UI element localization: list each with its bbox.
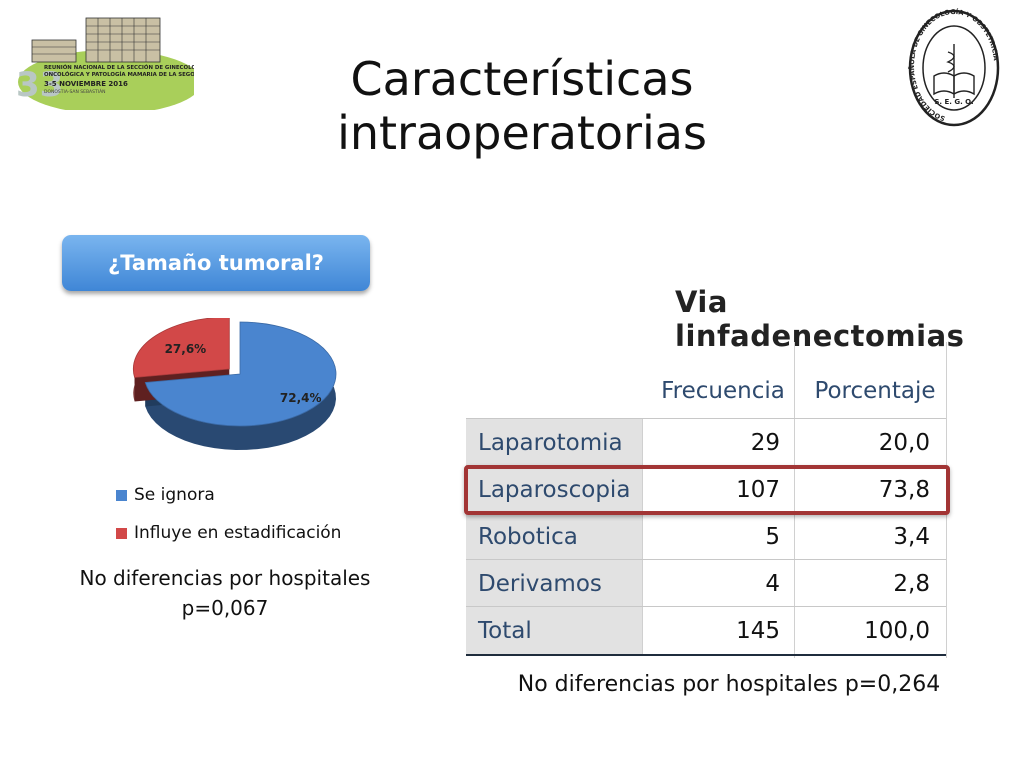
book-caduceus-icon xyxy=(933,44,975,98)
header-porcentaje: Porcentaje xyxy=(814,378,936,404)
title-line-1: Características xyxy=(350,52,694,106)
pie-slice-influye xyxy=(132,318,230,378)
conference-number: 33 xyxy=(16,65,63,105)
row-frecuencia: 107 xyxy=(642,466,794,513)
row-porcentaje: 20,0 xyxy=(794,419,946,466)
table-row: Laparotomia 29 20,0 xyxy=(466,418,946,466)
row-label: Robotica xyxy=(466,513,642,560)
slide-title: Características intraoperatorias xyxy=(250,52,794,160)
pie-data-label: 72,4% xyxy=(280,391,322,405)
table-row: Laparoscopia 107 73,8 xyxy=(466,465,946,513)
svg-text:REUNIÓN NACIONAL DE LA SECCIÓN: REUNIÓN NACIONAL DE LA SECCIÓN DE GINECO… xyxy=(44,63,194,71)
svg-text:ONCOLÓGICA Y PATOLOGÍA MAMARIA: ONCOLÓGICA Y PATOLOGÍA MAMARIA DE LA SEG… xyxy=(44,70,194,78)
title-line-2: intraoperatorias xyxy=(337,106,707,160)
question-banner: ¿Tamaño tumoral? xyxy=(62,235,370,291)
conference-logo: 33 REUNIÓN NACIONAL DE LA SECCIÓN DE GIN… xyxy=(14,14,207,114)
table-row: Total 145 100,0 xyxy=(466,606,946,654)
conference-logo-graphic: 33 REUNIÓN NACIONAL DE LA SECCIÓN DE GIN… xyxy=(16,17,207,114)
svg-text:DONOSTIA-SAN SEBASTIÁN: DONOSTIA-SAN SEBASTIÁN xyxy=(44,88,106,95)
row-label: Total xyxy=(466,607,642,654)
row-frecuencia: 29 xyxy=(642,419,794,466)
row-frecuencia: 4 xyxy=(642,560,794,607)
table-row: Derivamos 4 2,8 xyxy=(466,559,946,607)
table-header: Frecuencia Porcentaje xyxy=(466,342,946,418)
highlight-box xyxy=(464,465,950,515)
table-bottom-rule xyxy=(466,654,946,656)
row-label: Laparotomia xyxy=(466,419,642,466)
row-porcentaje: 100,0 xyxy=(794,607,946,654)
table-row: Robotica 5 3,4 xyxy=(466,512,946,560)
row-porcentaje: 3,4 xyxy=(794,513,946,560)
pie-legend: Se ignora Influye en estadificación xyxy=(116,476,341,552)
row-porcentaje: 73,8 xyxy=(794,466,946,513)
pie-slice-se-ignora xyxy=(144,321,337,427)
legend-label: Se ignora xyxy=(134,485,215,505)
pie-chart: 72,4% 27,6% xyxy=(132,318,337,450)
pie-note-line-2: p=0,067 xyxy=(181,596,269,620)
legend-label: Influye en estadificación xyxy=(134,523,342,543)
seal-abbreviation: S. E. G. O. xyxy=(934,98,973,106)
row-label: Derivamos xyxy=(466,560,642,607)
row-frecuencia: 5 xyxy=(642,513,794,560)
row-porcentaje: 2,8 xyxy=(794,560,946,607)
pie-note-line-1: No diferencias por hospitales xyxy=(79,566,371,590)
table-note: No diferencias por hospitales p=0,264 xyxy=(517,672,941,697)
pie-data-label: 27,6% xyxy=(165,342,207,356)
legend-item-se-ignora: Se ignora xyxy=(116,476,341,514)
legend-swatch-blue xyxy=(116,489,127,501)
sego-seal-logo: SOCIEDAD ESPAÑOLA DE GINECOLOGÍA Y OBSTE… xyxy=(906,6,1002,132)
table-title: Via linfadenectomias xyxy=(675,285,965,353)
svg-text:3-5 NOVIEMBRE 2016: 3-5 NOVIEMBRE 2016 xyxy=(44,80,128,88)
row-frecuencia: 145 xyxy=(642,607,794,654)
pie-note: No diferencias por hospitales p=0,067 xyxy=(60,563,390,623)
header-frecuencia: Frecuencia xyxy=(661,378,785,404)
legend-item-influye: Influye en estadificación xyxy=(116,514,341,552)
row-label: Laparoscopia xyxy=(466,466,642,513)
legend-swatch-red xyxy=(116,527,127,539)
